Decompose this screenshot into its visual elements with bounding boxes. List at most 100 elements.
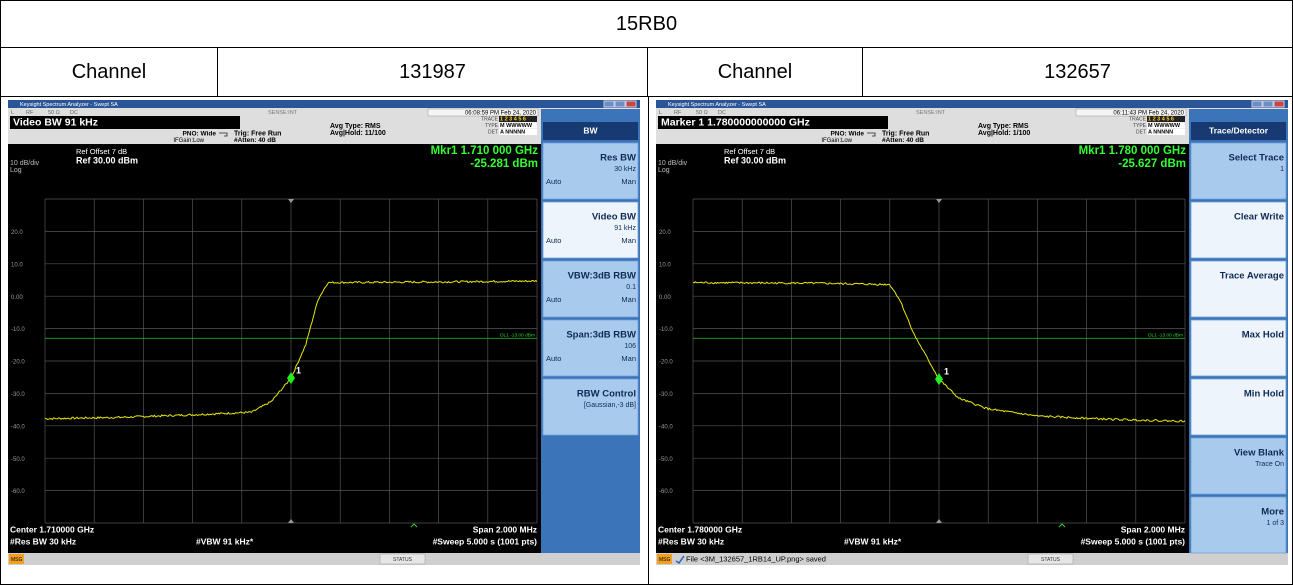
cell: 132657 xyxy=(862,47,1293,97)
screen-bg xyxy=(656,100,1288,565)
softkey-man: Man xyxy=(621,177,636,186)
softkey-auto: Auto xyxy=(546,295,561,304)
span: Span 2.000 MHz xyxy=(473,524,537,534)
msg-box xyxy=(657,554,672,564)
trace-row-bg xyxy=(499,129,537,135)
timestamp-box xyxy=(427,108,539,117)
title-bar xyxy=(656,100,1288,108)
window-title: Keysight Spectrum Analyzer - Swept SA xyxy=(20,102,118,108)
softkey xyxy=(542,260,639,318)
softkey-value: [Gaussian,-3 dB] xyxy=(584,402,636,409)
softkey xyxy=(542,378,639,436)
y-label: -30.0 xyxy=(659,392,673,398)
trace-row-bg xyxy=(1147,122,1185,129)
trace-row-label: DET xyxy=(1136,129,1146,135)
title-bar xyxy=(8,100,640,108)
timestamp-box xyxy=(1075,108,1187,117)
timestamp: 06:08:59 PM Feb 24, 2020 xyxy=(465,110,537,116)
active-function-box xyxy=(658,116,888,129)
scale: 10 dB/div xyxy=(658,160,688,167)
softkey-value: 30 kHz xyxy=(614,166,636,173)
marker-diamond xyxy=(935,373,943,386)
input-setting: RF xyxy=(26,110,34,116)
status-bar xyxy=(8,553,640,565)
softkey-label: Select Trace xyxy=(1229,153,1284,164)
softkey xyxy=(1190,142,1287,200)
window-button xyxy=(625,100,637,108)
status-box xyxy=(379,553,426,565)
y-label: 20.0 xyxy=(11,230,23,236)
trace-row-bg xyxy=(1147,129,1185,135)
softkey xyxy=(1190,201,1287,259)
trace-row-bg xyxy=(499,116,537,122)
center-frequency: Center 1.780000 GHz xyxy=(658,524,742,534)
softkey xyxy=(542,319,639,377)
window-button xyxy=(603,100,615,108)
softkey xyxy=(1190,496,1287,554)
input-setting: L xyxy=(659,110,662,116)
y-label: -60.0 xyxy=(11,489,25,495)
menu-title: Trace/Detector xyxy=(1209,125,1269,135)
y-label: 10.0 xyxy=(659,262,671,268)
y-label: -60.0 xyxy=(659,489,673,495)
marker-frequency: Mkr1 1.710 000 GHz xyxy=(431,145,539,157)
softkey-label: Video BW xyxy=(592,212,636,223)
input-setting: 50 Ω xyxy=(48,110,60,116)
screen-bg xyxy=(8,100,640,565)
trace-row-value: M WWWWW xyxy=(500,123,533,129)
msg-box xyxy=(9,554,24,564)
ref-offset: Ref Offset 7 dB xyxy=(76,147,127,156)
trace-row-value: A NNNNN xyxy=(500,130,525,136)
ifgain: IFGain:Low xyxy=(173,138,204,144)
y-label: -10.0 xyxy=(659,327,673,333)
input-setting: 50 Ω xyxy=(696,110,708,116)
marker-frequency: Mkr1 1.780 000 GHz xyxy=(1079,145,1187,157)
y-label: -50.0 xyxy=(11,457,25,463)
marker-level: -25.627 dBm xyxy=(1118,158,1186,170)
softkey-label: VBW:3dB RBW xyxy=(568,271,636,282)
softkey xyxy=(1190,319,1287,377)
sense: SENSE:INT xyxy=(916,110,946,116)
softkey-man: Man xyxy=(621,236,636,245)
analyzer-screen: Keysight Spectrum Analyzer - Swept SA L RF… xyxy=(8,100,640,565)
pno-icon xyxy=(867,132,876,137)
span-marker xyxy=(410,523,418,528)
window-button xyxy=(1262,100,1274,108)
softkey-value: 106 xyxy=(624,343,636,350)
avg-type: Avg Type: RMS xyxy=(978,123,1029,130)
softkey-man: Man xyxy=(621,354,636,363)
y-label: 10.0 xyxy=(11,262,23,268)
trace-row-label: TYPE xyxy=(485,123,499,129)
cell: Channel xyxy=(0,47,218,97)
softkey-auto: Auto xyxy=(546,236,561,245)
softkey-label: Clear Write xyxy=(1234,212,1284,223)
sweep: #Sweep 5.000 s (1001 pts) xyxy=(433,536,538,546)
y-label: 0.00 xyxy=(11,295,23,301)
display-line-label: DL1 -13.00 dBm xyxy=(1148,333,1183,339)
softkey xyxy=(1190,378,1287,436)
trace-row-bg xyxy=(1147,116,1185,122)
ref-level: Ref 30.00 dBm xyxy=(724,155,786,165)
softkey-label: Trace Average xyxy=(1220,271,1284,282)
display-line-label: DL1 -13.00 dBm xyxy=(500,333,535,339)
softkey-label: Span:3dB RBW xyxy=(566,330,636,341)
softkey-label: Min Hold xyxy=(1244,389,1284,400)
atten: #Atten: 40 dB xyxy=(882,137,924,144)
y-label: -20.0 xyxy=(11,360,25,366)
softkey-label: More xyxy=(1261,507,1284,518)
input-setting: RF xyxy=(674,110,682,116)
trace-row-label: TYPE xyxy=(1133,123,1147,129)
marker-number: 1 xyxy=(944,367,949,377)
softkey xyxy=(542,201,639,259)
y-label: 0.00 xyxy=(659,295,671,301)
trace-row-label: TRACE xyxy=(481,116,499,122)
msg-icon xyxy=(675,555,685,565)
pno: PNO: Wide xyxy=(182,131,216,138)
msg-tag: MSG xyxy=(659,557,671,563)
softkey xyxy=(542,142,639,200)
marker-level: -25.281 dBm xyxy=(470,158,538,170)
span: Span 2.000 MHz xyxy=(1121,524,1185,534)
res-bw: #Res BW 30 kHz xyxy=(658,536,724,546)
softkey-label: Max Hold xyxy=(1242,330,1284,341)
status-box xyxy=(1027,553,1074,565)
